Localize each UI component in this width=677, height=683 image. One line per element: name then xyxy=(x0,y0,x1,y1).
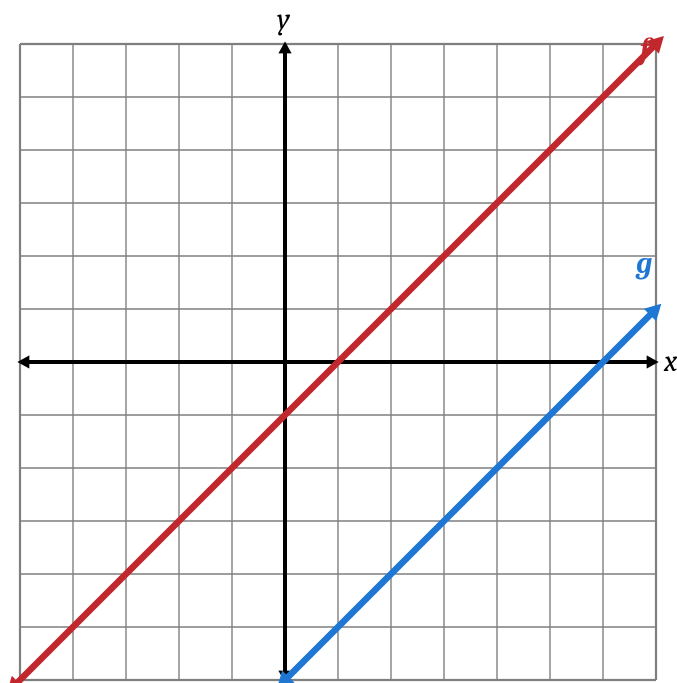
graph-svg xyxy=(0,0,677,683)
line-g-label: g xyxy=(636,246,652,281)
coordinate-graph: y x f g xyxy=(0,0,677,683)
x-axis-label: x xyxy=(664,344,677,379)
y-axis-label: y xyxy=(277,2,290,37)
line-f-label: f xyxy=(640,32,650,67)
